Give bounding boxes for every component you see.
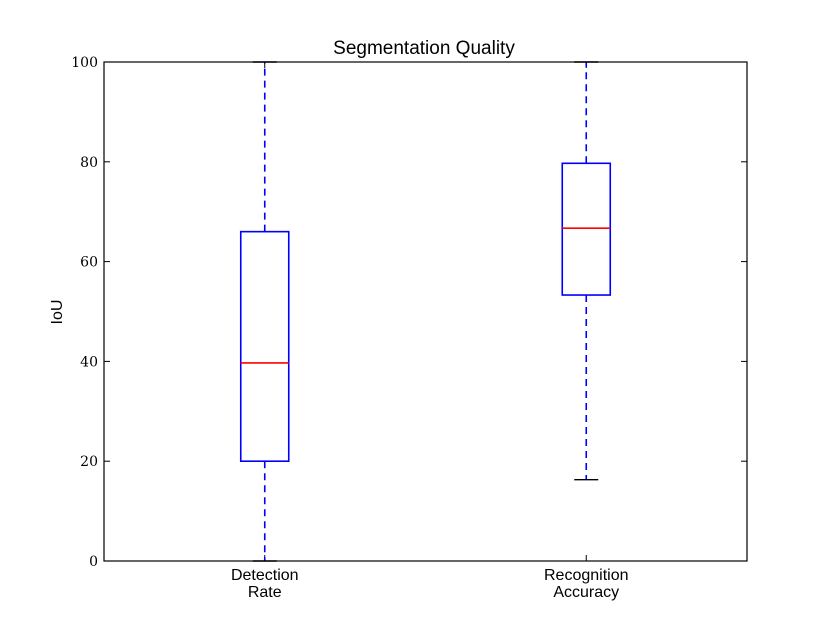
y-tick-label: 60 [80,255,98,271]
y-tick-label: 40 [80,354,98,370]
x-category-label: Rate [248,584,282,601]
y-tick-label: 80 [80,155,98,171]
plot-frame [103,61,748,562]
y-tick-label: 100 [71,55,98,71]
x-category-label: Accuracy [553,584,619,601]
box-iqr [239,230,290,462]
box-iqr [561,162,612,296]
y-tick-label: 20 [80,454,98,470]
x-category-label: Recognition [544,567,629,584]
y-axis-label: IoU [49,300,66,325]
chart-title: Segmentation Quality [333,38,515,59]
x-category-label: Detection [231,567,299,584]
y-tick-label: 0 [89,554,98,570]
